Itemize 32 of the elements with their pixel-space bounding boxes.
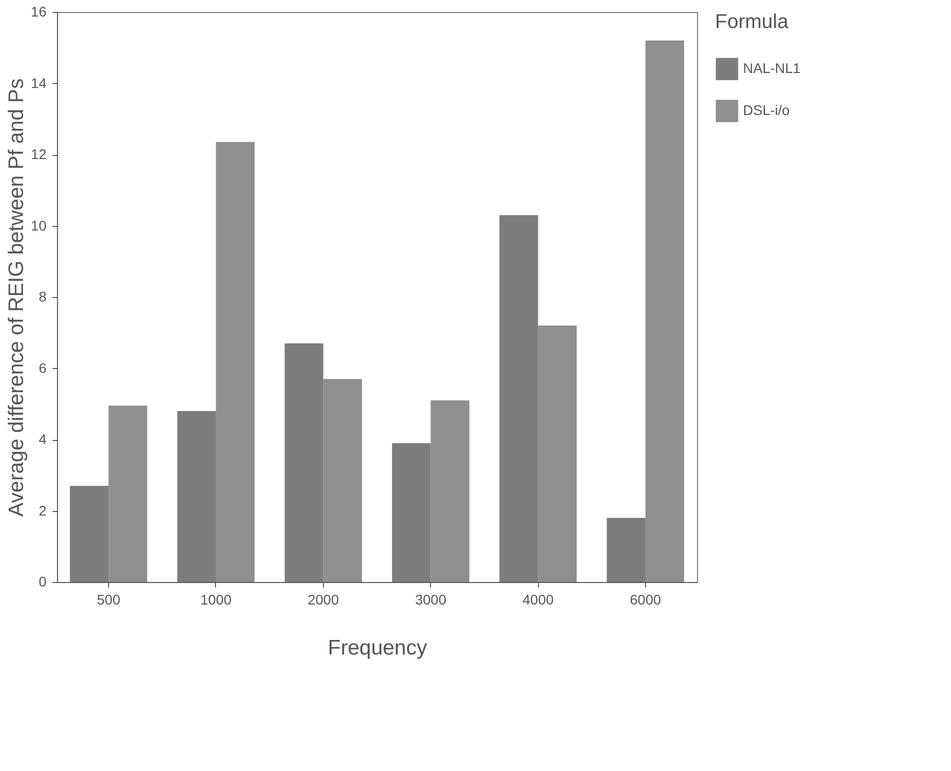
y-axis-title: Average difference of REIG between Pf and Ps [4, 78, 28, 517]
legend-title: Formula [715, 11, 790, 33]
bar [430, 400, 470, 582]
bar [284, 343, 324, 582]
bar [108, 406, 148, 582]
x-axis-title: Frequency [328, 636, 428, 660]
y-tick-label: 4 [38, 431, 47, 447]
bar [606, 518, 646, 582]
y-tick-label: 14 [30, 74, 47, 91]
x-tick-label: 4000 [522, 592, 554, 608]
y-tick-label: 16 [30, 4, 47, 20]
x-tick-label: 2000 [308, 592, 340, 608]
x-tick-label: 3000 [415, 592, 446, 608]
bar [538, 326, 577, 582]
y-tick-label: 2 [38, 502, 47, 518]
bar [70, 486, 109, 582]
bar [645, 40, 684, 582]
legend-label: NAL-NL1 [743, 60, 801, 76]
bar [323, 378, 362, 582]
bar [392, 443, 431, 582]
bar [177, 411, 216, 582]
y-tick-label: 10 [30, 217, 47, 234]
bar [216, 142, 255, 582]
x-tick-label: 1000 [200, 592, 232, 608]
x-tick-label: 6000 [630, 592, 662, 608]
y-tick-label: 12 [30, 146, 47, 162]
bar [499, 215, 538, 582]
y-tick-label: 8 [38, 288, 47, 304]
y-tick-label: 0 [38, 574, 47, 590]
x-tick-label: 500 [96, 592, 120, 608]
legend-label: DSL-i/o [743, 102, 790, 118]
y-tick-label: 6 [38, 360, 47, 376]
